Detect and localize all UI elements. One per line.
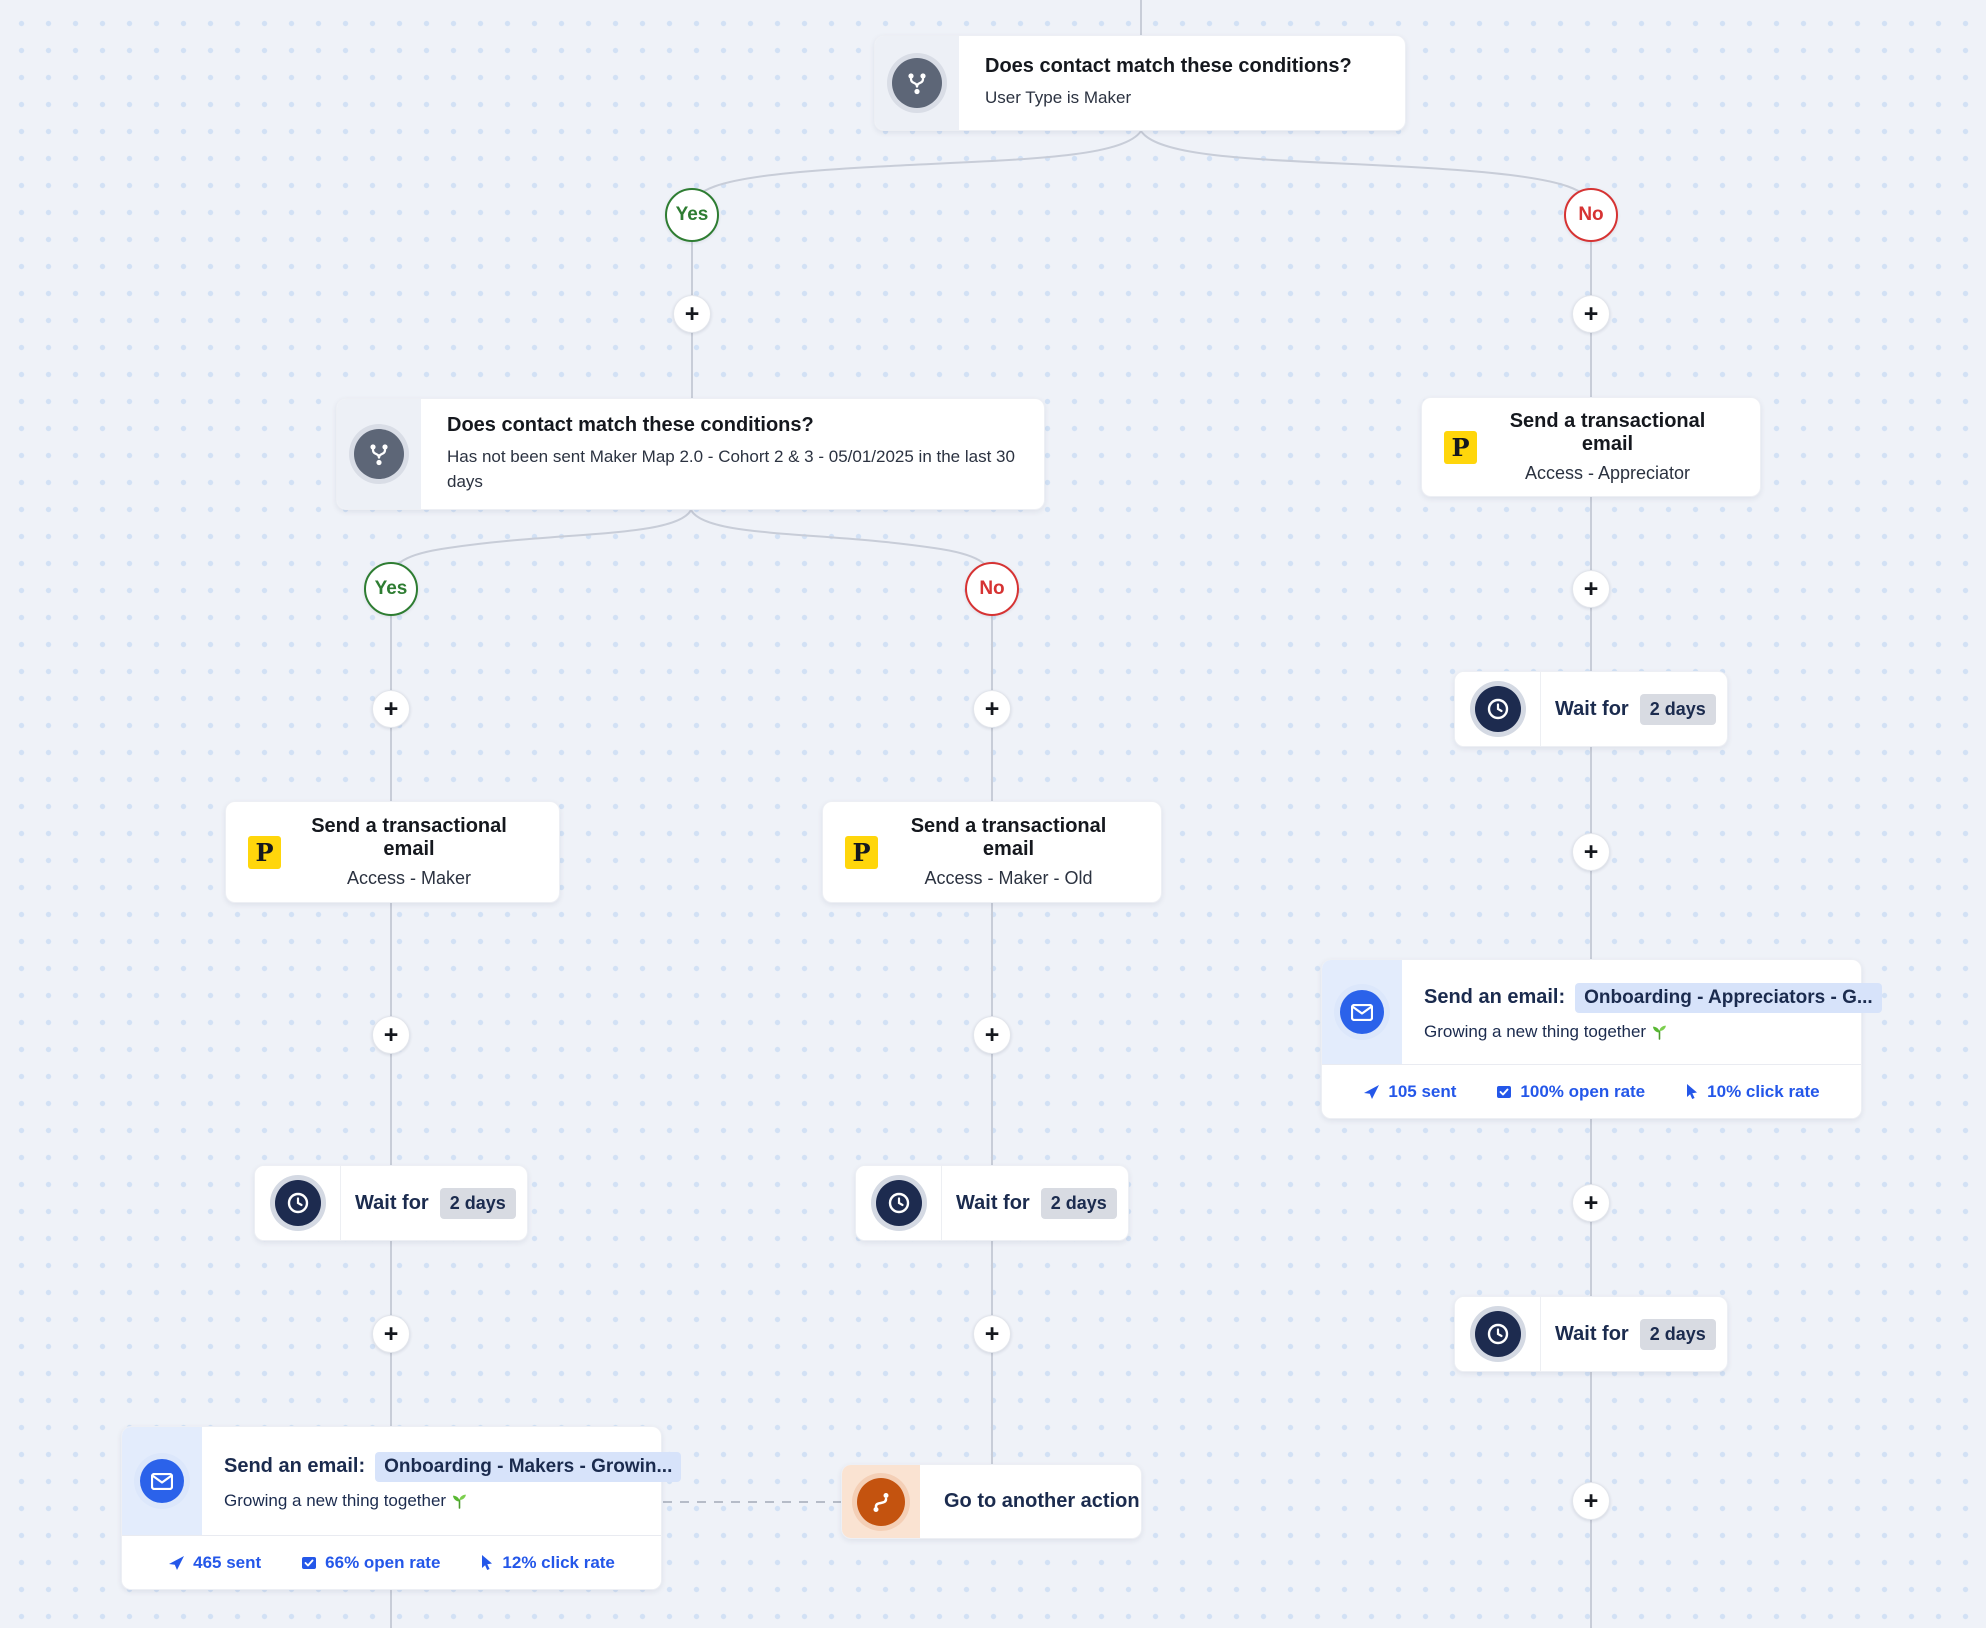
wait-duration-chip: 2 days — [1639, 693, 1716, 725]
wait-icon-section — [255, 1166, 341, 1240]
wait-icon-section — [856, 1166, 942, 1240]
email-node-appreciators[interactable]: Send an email: Onboarding - Appreciators… — [1321, 959, 1882, 1119]
clock-icon — [875, 1180, 922, 1226]
wait-duration-chip: 2 days — [1639, 1318, 1716, 1350]
wait-node[interactable]: Wait for 2 days — [254, 1165, 528, 1241]
add-step-button[interactable]: + — [372, 1315, 410, 1353]
clock-icon — [1474, 686, 1521, 732]
transactional-email-node-appreciator[interactable]: P Send a transactional email Access - Ap… — [1421, 397, 1761, 497]
email-label: Send an email: — [1424, 986, 1566, 1008]
condition-title: Does contact match these conditions? — [985, 55, 1352, 78]
open-rate-icon — [1497, 1085, 1512, 1098]
add-step-button[interactable]: + — [372, 690, 410, 728]
branch-no-badge[interactable]: No — [965, 562, 1019, 616]
branch-condition-icon — [892, 58, 942, 108]
seedling-emoji — [1653, 1025, 1666, 1040]
goto-icon-section — [842, 1465, 920, 1538]
envelope-icon — [1340, 990, 1384, 1034]
email-icon-section — [1322, 960, 1402, 1064]
wait-label: Wait for — [1555, 1322, 1629, 1345]
postmark-icon: P — [1444, 430, 1477, 464]
transactional-email-template: Access - Appreciator — [1524, 463, 1691, 483]
wait-node[interactable]: Wait for 2 days — [1454, 671, 1728, 747]
add-step-button[interactable]: + — [372, 1016, 410, 1054]
click-rate-stat: 10% click rate — [1685, 1082, 1820, 1102]
transactional-email-title: Send a transactional email — [311, 815, 507, 860]
transactional-email-node-maker-old[interactable]: P Send a transactional email Access - Ma… — [822, 801, 1162, 903]
click-rate-icon — [482, 1555, 493, 1570]
branch-yes-badge[interactable]: Yes — [364, 562, 418, 616]
goto-action-title: Go to another action — [944, 1490, 1140, 1512]
email-subject: Growing a new thing together — [224, 1490, 447, 1510]
email-name-chip: Onboarding - Appreciators - G... — [1575, 982, 1882, 1013]
open-rate-stat: 66% open rate — [301, 1553, 440, 1573]
wait-label: Wait for — [956, 1191, 1030, 1214]
email-stats-bar: 465 sent 66% open rate 12% click rate — [122, 1535, 661, 1589]
seedling-emoji — [453, 1494, 466, 1509]
email-subject: Growing a new thing together — [1424, 1021, 1647, 1041]
send-icon — [169, 1555, 185, 1570]
condition-node-not-sent-maker-map[interactable]: Does contact match these conditions? Has… — [336, 398, 1045, 510]
condition-icon-section — [337, 399, 421, 509]
sent-stat: 465 sent — [168, 1553, 261, 1573]
transactional-email-template: Access - Maker — [346, 868, 472, 888]
wait-duration-chip: 2 days — [439, 1187, 516, 1219]
transactional-email-node-maker[interactable]: P Send a transactional email Access - Ma… — [225, 801, 560, 903]
add-step-button[interactable]: + — [673, 295, 711, 333]
email-stats-bar: 105 sent 100% open rate 10% click rate — [1322, 1064, 1861, 1118]
open-rate-icon — [302, 1556, 317, 1569]
add-step-button[interactable]: + — [973, 1016, 1011, 1054]
transactional-email-title: Send a transactional email — [1509, 410, 1706, 455]
clock-icon — [274, 1180, 321, 1226]
branch-no-badge[interactable]: No — [1564, 188, 1618, 242]
email-node-makers[interactable]: Send an email: Onboarding - Makers - Gro… — [121, 1426, 682, 1590]
condition-description: User Type is Maker — [985, 88, 1132, 108]
postmark-icon: P — [248, 835, 281, 869]
open-rate-stat: 100% open rate — [1496, 1082, 1645, 1102]
envelope-icon — [140, 1459, 184, 1503]
wait-icon-section — [1455, 1297, 1541, 1371]
click-rate-icon — [1687, 1084, 1698, 1099]
clock-icon — [1474, 1311, 1521, 1357]
postmark-icon: P — [845, 835, 878, 869]
transactional-email-template: Access - Maker - Old — [924, 868, 1093, 888]
add-step-button[interactable]: + — [1572, 1482, 1610, 1520]
email-icon-section — [122, 1427, 202, 1535]
condition-description: Has not been sent Maker Map 2.0 - Cohort… — [447, 446, 1015, 491]
email-label: Send an email: — [224, 1455, 366, 1477]
click-rate-stat: 12% click rate — [480, 1553, 615, 1573]
add-step-button[interactable]: + — [1572, 570, 1610, 608]
add-step-button[interactable]: + — [973, 690, 1011, 728]
wait-label: Wait for — [1555, 697, 1629, 720]
wait-duration-chip: 2 days — [1040, 1187, 1117, 1219]
wait-icon-section — [1455, 672, 1541, 746]
wait-node[interactable]: Wait for 2 days — [855, 1165, 1129, 1241]
goto-action-node[interactable]: Go to another action — [841, 1464, 1142, 1539]
sent-stat: 105 sent — [1363, 1082, 1456, 1102]
branch-condition-icon — [354, 429, 404, 479]
add-step-button[interactable]: + — [1572, 1184, 1610, 1222]
add-step-button[interactable]: + — [1572, 295, 1610, 333]
add-step-button[interactable]: + — [1572, 833, 1610, 871]
transactional-email-title: Send a transactional email — [910, 815, 1107, 860]
jump-action-icon — [857, 1477, 905, 1526]
condition-title: Does contact match these conditions? — [447, 413, 814, 436]
condition-node-user-type[interactable]: Does contact match these conditions? Use… — [874, 35, 1406, 131]
wait-node[interactable]: Wait for 2 days — [1454, 1296, 1728, 1372]
condition-icon-section — [875, 36, 959, 130]
wait-label: Wait for — [355, 1191, 429, 1214]
email-name-chip: Onboarding - Makers - Growin... — [375, 1451, 682, 1482]
send-icon — [1364, 1084, 1380, 1099]
branch-yes-badge[interactable]: Yes — [665, 188, 719, 242]
add-step-button[interactable]: + — [973, 1315, 1011, 1353]
